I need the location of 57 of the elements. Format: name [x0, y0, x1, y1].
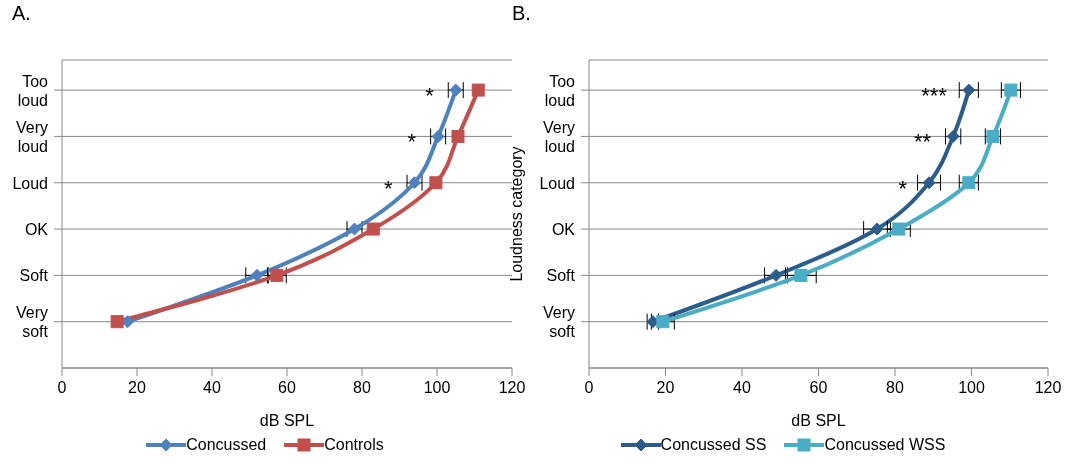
y-tick-label: Too loud — [17, 72, 49, 109]
y-tick-label: Soft — [19, 267, 49, 285]
point — [366, 222, 380, 236]
y-axis-title: Loudness category — [507, 146, 525, 282]
x-tick-label: 20 — [128, 379, 146, 397]
point — [962, 83, 976, 97]
x-tick-label: 60 — [809, 379, 828, 397]
point — [110, 315, 124, 329]
x-tick-label: 40 — [203, 379, 221, 397]
point — [922, 176, 936, 190]
point — [429, 176, 443, 190]
point — [962, 176, 976, 190]
y-tick-label: OK — [24, 221, 49, 239]
chart-title: B. — [512, 2, 531, 25]
annotation: * — [383, 175, 393, 201]
point — [121, 315, 135, 329]
y-tick-label: Soft — [546, 267, 576, 285]
y-tick-label: Very soft — [542, 304, 576, 341]
x-tick-label: 80 — [886, 379, 904, 397]
annotation: * — [407, 129, 417, 155]
point — [794, 268, 808, 282]
x-axis-title: dB SPL — [259, 412, 315, 429]
x-tick-label: 0 — [57, 379, 67, 397]
point — [1004, 83, 1018, 97]
point — [892, 222, 906, 236]
y-tick-label: Too loud — [544, 72, 576, 109]
x-axis-title: dB SPL — [791, 412, 846, 429]
x-tick-label: 0 — [584, 379, 594, 397]
x-tick-label: 120 — [1034, 379, 1062, 397]
point — [769, 268, 783, 282]
annotation: * — [425, 82, 435, 108]
y-tick-label: OK — [551, 221, 576, 239]
x-tick-label: 80 — [353, 379, 371, 397]
y-tick-label: Very loud — [542, 118, 575, 155]
y-tick-label: Loud — [12, 174, 48, 192]
point — [656, 315, 670, 329]
x-tick-label: 20 — [656, 379, 675, 397]
annotation: *** — [921, 82, 948, 108]
point — [870, 222, 884, 236]
x-tick-label: 40 — [733, 379, 751, 397]
y-tick-label: Very soft — [15, 304, 49, 341]
x-tick-label: 100 — [958, 379, 985, 397]
chart-title: A. — [12, 2, 31, 25]
annotation: ** — [914, 129, 932, 155]
y-tick-label: Very loud — [15, 118, 48, 155]
point — [451, 129, 465, 143]
legend-label: Concussed WSS — [824, 436, 946, 454]
x-tick-label: 100 — [423, 379, 451, 397]
legend-label: Concussed SS — [660, 436, 767, 454]
legend-label: Controls — [324, 436, 384, 454]
x-tick-label: 120 — [498, 379, 526, 397]
annotation: * — [898, 175, 908, 201]
point — [250, 268, 264, 282]
point — [471, 83, 485, 97]
x-tick-label: 60 — [278, 379, 296, 397]
y-tick-label: Loud — [539, 174, 575, 192]
legend-label: Concussed — [186, 436, 267, 454]
